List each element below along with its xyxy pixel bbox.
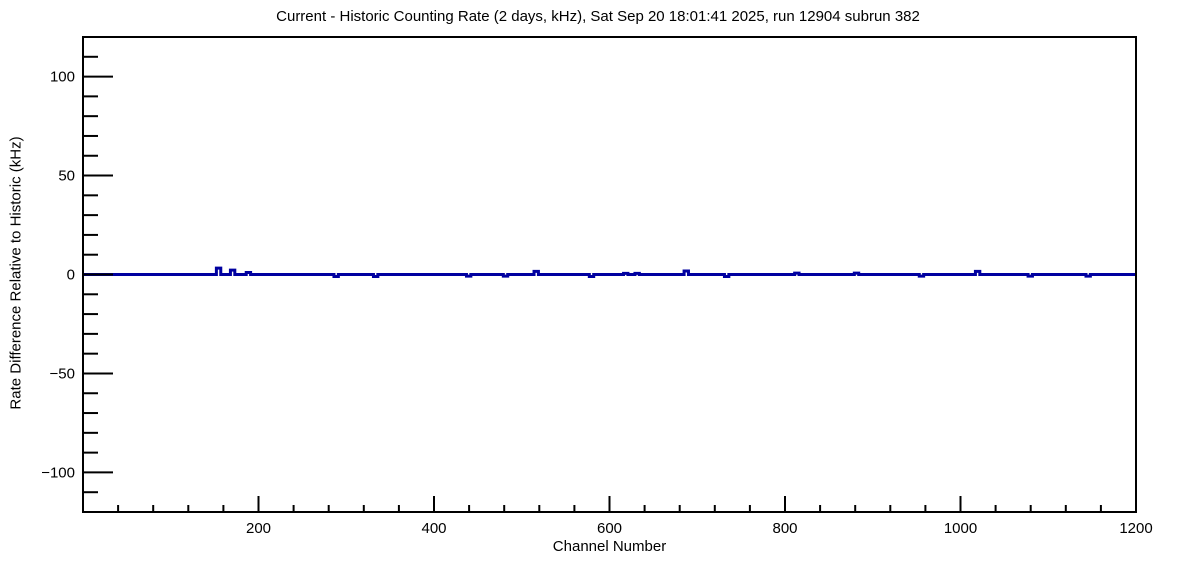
svg-text:1000: 1000 [944,520,977,537]
svg-text:400: 400 [421,520,446,537]
svg-text:800: 800 [772,520,797,537]
svg-text:1200: 1200 [1119,520,1152,537]
svg-text:−50: −50 [50,365,75,382]
chart-title: Current - Historic Counting Rate (2 days… [276,8,920,25]
svg-text:0: 0 [67,267,75,284]
tick-labels: 200 400 600 800 1000 1200 −100 −50 0 50 100 [41,69,1152,537]
svg-text:200: 200 [246,520,271,537]
svg-text:−100: −100 [41,464,75,481]
svg-text:50: 50 [58,168,75,185]
svg-text:100: 100 [50,69,75,86]
svg-text:600: 600 [597,520,622,537]
axis-ticks [83,55,1137,512]
data-line [83,266,1136,278]
x-axis-label: Channel Number [552,538,667,555]
